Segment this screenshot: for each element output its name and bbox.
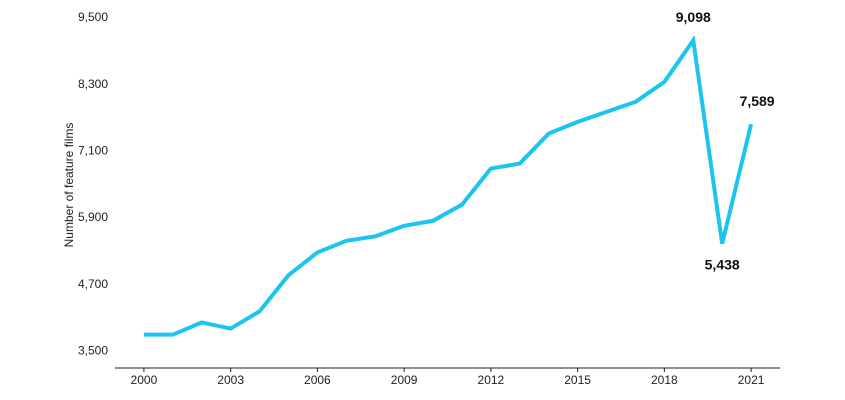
line-series [143, 35, 754, 337]
x-tick-label: 2006 [304, 373, 331, 387]
y-axis-label: Number of feature films [62, 123, 76, 248]
data-label: 9,098 [676, 9, 711, 25]
x-tick-label: 2021 [738, 373, 765, 387]
x-tick-label: 2009 [391, 373, 418, 387]
x-tick-label: 2018 [651, 373, 678, 387]
x-tick-label: 2015 [564, 373, 591, 387]
y-tick-label: 8,300 [78, 77, 108, 91]
data-label: 5,438 [705, 256, 740, 272]
x-tick-label: 2012 [478, 373, 505, 387]
x-tick-label: 2000 [131, 373, 158, 387]
y-tick-label: 9,500 [78, 10, 108, 24]
y-tick-label: 5,900 [78, 210, 108, 224]
y-tick-label: 3,500 [78, 344, 108, 358]
y-tick-label: 7,100 [78, 144, 108, 158]
data-label: 7,589 [740, 93, 775, 109]
y-tick-label: 4,700 [78, 277, 108, 291]
x-tick-label: 2003 [217, 373, 244, 387]
